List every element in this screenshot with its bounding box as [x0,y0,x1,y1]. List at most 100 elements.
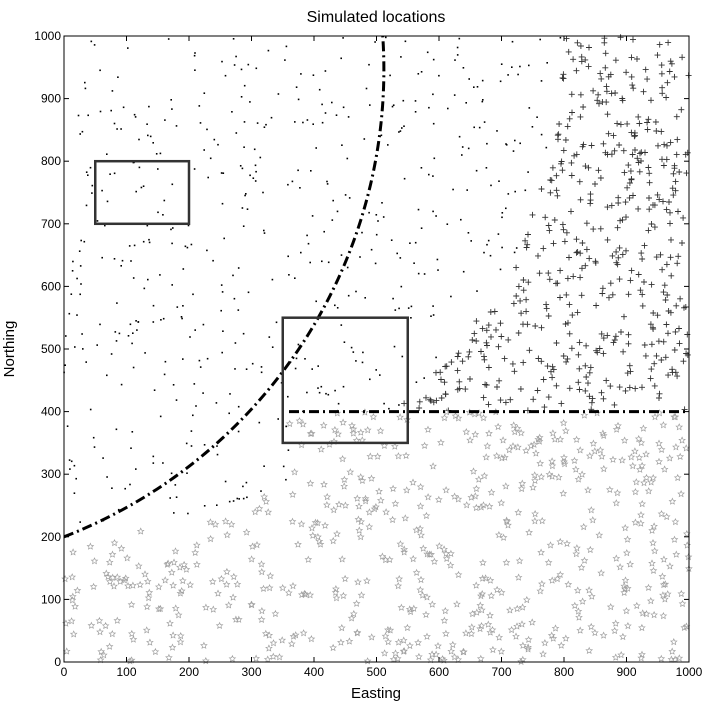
point-star [123,554,132,562]
point-plus [625,340,632,347]
point-plus [667,220,673,227]
point-plus [639,256,646,262]
point-plus [674,136,681,143]
point-dot [237,267,240,269]
point-dot [311,215,314,217]
point-dot [317,387,319,389]
point-star [409,478,417,486]
point-star [262,497,270,505]
point-plus [430,399,437,406]
point-plus [560,353,567,359]
point-dot [127,335,130,337]
point-plus [653,254,660,261]
point-dot [203,149,205,151]
point-star [644,487,653,495]
point-dot [220,284,223,286]
point-star [349,609,358,618]
point-plus [565,319,571,326]
point-plus [600,140,607,147]
point-plus [604,151,611,158]
point-dot [137,321,140,323]
point-dot [467,232,470,234]
point-plus [497,320,504,327]
point-dot [432,210,434,213]
point-plus [636,168,643,175]
point-plus [642,352,649,359]
point-dot [185,442,188,445]
point-dot [171,108,173,110]
point-star [564,580,573,588]
point-star [454,570,463,579]
point-star [647,478,656,486]
point-plus [661,282,668,289]
point-star [642,450,650,458]
point-star [260,492,269,501]
point-dot [135,190,137,193]
chart-title: Simulated locations [307,9,446,26]
point-star [467,623,476,631]
point-plus [427,396,434,403]
point-dot [262,191,264,194]
point-star [637,511,645,519]
point-plus [684,149,691,156]
point-plus [525,231,531,238]
point-dot [221,202,224,205]
point-plus [564,355,571,362]
point-plus [659,266,666,273]
point-star [553,574,562,583]
point-plus [655,142,661,149]
point-plus [645,164,652,171]
point-dot [237,309,240,311]
point-star [518,603,527,611]
point-plus [654,191,661,198]
point-plus [650,310,657,316]
point-plus [558,400,565,407]
point-plus [639,384,645,391]
point-dot [155,153,158,155]
point-star [462,428,471,436]
point-star [477,621,486,630]
point-plus [635,271,642,278]
point-star [560,460,569,468]
point-star [585,586,593,594]
point-star [423,632,431,640]
point-plus [645,116,652,123]
point-star [354,578,362,586]
point-plus [401,400,408,407]
point-dot [399,130,402,132]
point-plus [485,364,492,371]
point-dot [241,167,244,170]
point-plus [576,339,583,346]
point-plus [658,62,665,69]
point-dot [194,52,196,54]
point-star [573,586,582,594]
point-plus [616,276,623,283]
point-dot [91,192,93,194]
point-dot [482,99,484,101]
point-plus [549,374,556,381]
point-plus [577,196,584,203]
point-plus [576,178,583,185]
point-star [363,657,372,665]
point-star [127,629,136,638]
point-star [621,576,630,584]
point-dot [462,67,465,69]
y-tick-label: 100 [41,592,61,606]
point-star [176,589,185,597]
point-star [420,441,429,450]
point-plus [604,204,611,211]
point-plus [670,170,677,177]
point-star [136,527,145,535]
point-star [308,524,316,532]
point-dot [297,169,299,172]
point-star [340,482,349,490]
x-tick-label: 1000 [676,665,703,679]
point-plus [617,217,624,224]
point-dot [438,74,440,77]
point-star [278,636,287,644]
point-star [400,548,409,556]
point-star [201,656,210,665]
point-plus [568,159,575,166]
point-star [487,591,496,600]
point-dot [268,336,271,338]
